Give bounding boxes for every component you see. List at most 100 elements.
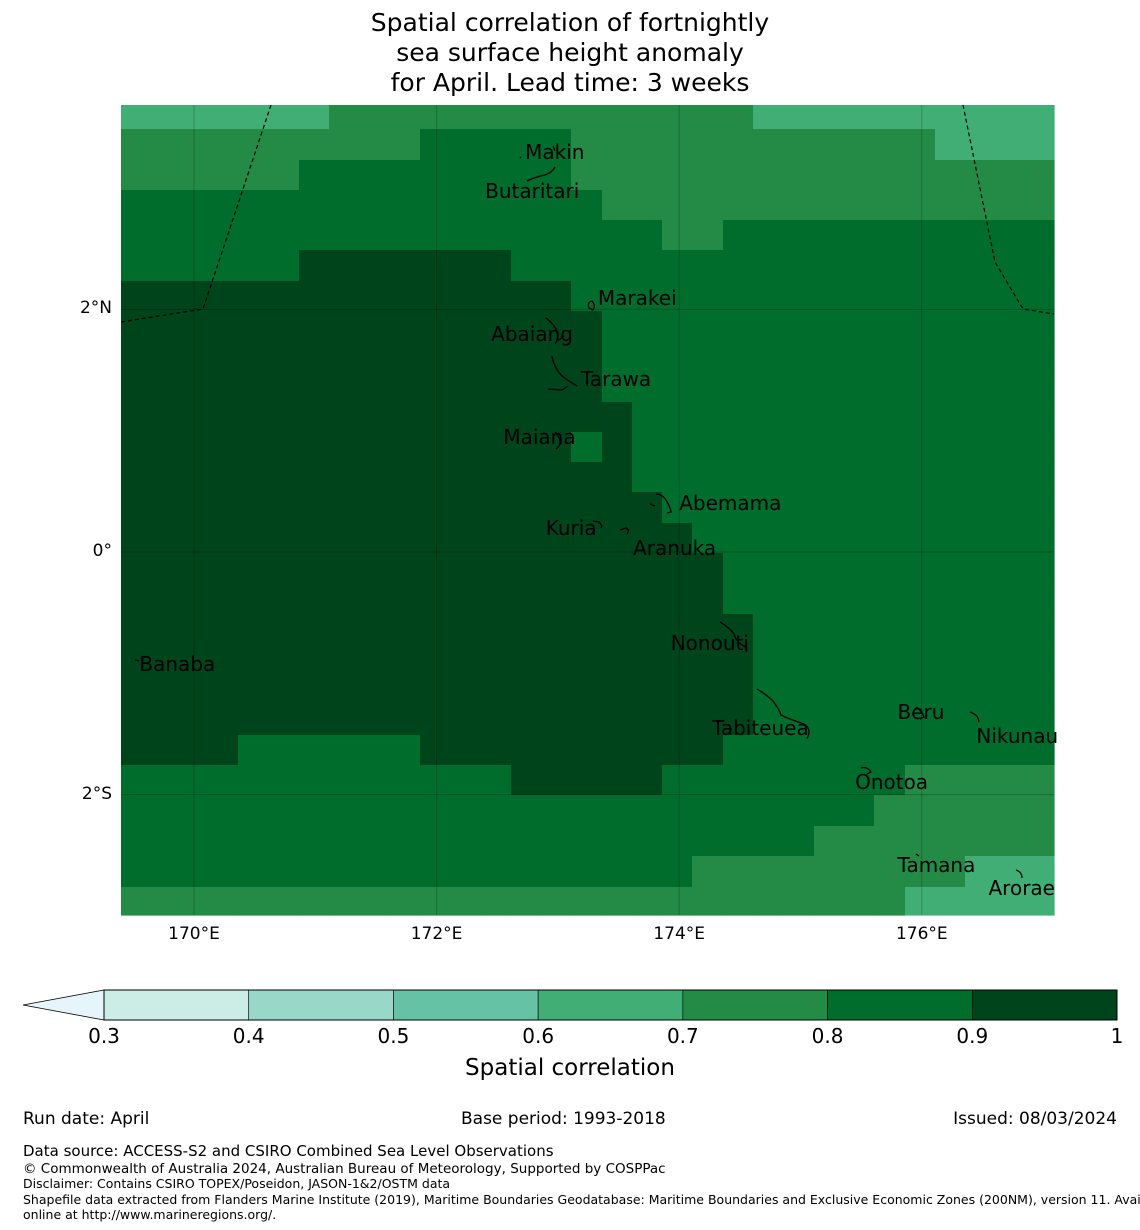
grid-cell xyxy=(753,856,784,888)
grid-cell xyxy=(390,614,421,645)
grid-cell xyxy=(905,644,936,675)
grid-cell xyxy=(874,250,906,282)
colorbar xyxy=(22,989,1118,1021)
colorbar-swatch xyxy=(682,989,828,1021)
grid-cell xyxy=(965,160,1055,191)
grid-cell xyxy=(723,432,754,463)
grid-cell xyxy=(238,129,300,161)
grid-cell xyxy=(935,826,966,857)
grid-cell xyxy=(541,614,572,645)
grid-cell xyxy=(571,462,603,493)
grid-cell xyxy=(299,432,330,463)
grid-cell xyxy=(541,523,572,554)
grid-cell xyxy=(723,704,754,736)
grid-cell xyxy=(602,129,633,161)
grid-cell xyxy=(632,583,663,615)
grid-cell xyxy=(602,704,633,736)
grid-cell xyxy=(602,462,633,493)
grid-cell xyxy=(481,856,512,888)
grid-cell xyxy=(723,735,754,766)
grid-cell xyxy=(905,462,936,493)
grid-cell xyxy=(602,887,633,916)
grid-cell xyxy=(121,704,195,736)
grid-cell xyxy=(121,735,195,766)
grid-cell xyxy=(420,523,482,554)
latitude-label: 2°N xyxy=(79,298,112,319)
grid-cell xyxy=(511,250,542,282)
grid-cell xyxy=(905,826,936,857)
grid-cell xyxy=(814,402,875,433)
grid-cell xyxy=(571,311,603,342)
grid-cell xyxy=(481,795,512,827)
grid-cell xyxy=(753,492,784,524)
grid-cell xyxy=(905,614,936,645)
grid-cell xyxy=(753,220,784,251)
grid-cell xyxy=(965,311,1055,342)
grid-cell xyxy=(632,190,663,221)
grid-cell xyxy=(783,553,815,584)
grid-cell xyxy=(329,826,391,857)
grid-cell xyxy=(329,402,391,433)
grid-cell xyxy=(783,250,815,282)
grid-cell xyxy=(905,432,936,463)
island-nonouti xyxy=(719,621,748,653)
grid-cell xyxy=(571,523,603,554)
grid-cell xyxy=(390,795,421,827)
grid-cell xyxy=(935,887,966,916)
island-tarawa xyxy=(547,355,578,391)
grid-cell xyxy=(905,281,936,312)
grid-cell xyxy=(541,492,572,524)
grid-cell xyxy=(753,432,784,463)
grid-cell xyxy=(121,826,195,857)
run-date: Run date: April xyxy=(23,1109,150,1129)
grid-cell xyxy=(692,704,724,736)
place-label: Marakei xyxy=(597,286,677,311)
grid-cell xyxy=(965,826,1055,857)
grid-cell xyxy=(692,583,724,615)
grid-cell xyxy=(935,462,966,493)
grid-cell xyxy=(571,129,603,161)
grid-cell xyxy=(783,644,815,675)
grid-cell xyxy=(299,704,330,736)
colorbar-swatch xyxy=(971,989,1118,1021)
grid-cell xyxy=(602,341,633,372)
grid-cell xyxy=(723,105,754,130)
grid-cell xyxy=(814,583,875,615)
place-label: Onotoa xyxy=(855,770,929,795)
place-label: Banaba xyxy=(139,651,216,676)
grid-cell xyxy=(299,795,330,827)
grid-cell xyxy=(602,220,633,251)
grid-cell xyxy=(783,674,815,705)
grid-cell xyxy=(329,129,391,161)
grid-cell xyxy=(511,856,542,888)
grid-cell xyxy=(753,553,784,584)
grid-cell xyxy=(905,674,936,705)
grid-cell xyxy=(632,220,663,251)
grid-cell xyxy=(121,856,195,888)
grid-cell xyxy=(602,856,633,888)
grid-cell xyxy=(571,856,603,888)
grid-cell xyxy=(511,371,542,403)
grid-cell xyxy=(632,887,663,916)
grid-cell xyxy=(723,583,754,615)
grid-cell xyxy=(602,371,633,403)
grid-cell xyxy=(571,795,603,827)
grid-cell xyxy=(420,432,482,463)
grid-cell xyxy=(874,160,906,191)
grid-cell xyxy=(965,250,1055,282)
grid-cell xyxy=(329,523,391,554)
grid-cell xyxy=(723,553,754,584)
grid-cell xyxy=(299,105,330,130)
grid-cell xyxy=(541,826,572,857)
grid-cell xyxy=(329,795,391,827)
grid-cell xyxy=(420,856,482,888)
grid-cell xyxy=(194,190,239,221)
grid-cell xyxy=(723,795,754,827)
grid-cell xyxy=(121,160,195,191)
grid-cell xyxy=(602,250,633,282)
grid-cell xyxy=(299,553,330,584)
grid-cell xyxy=(662,553,693,584)
grid-cell xyxy=(814,341,875,372)
grid-cell xyxy=(602,826,633,857)
